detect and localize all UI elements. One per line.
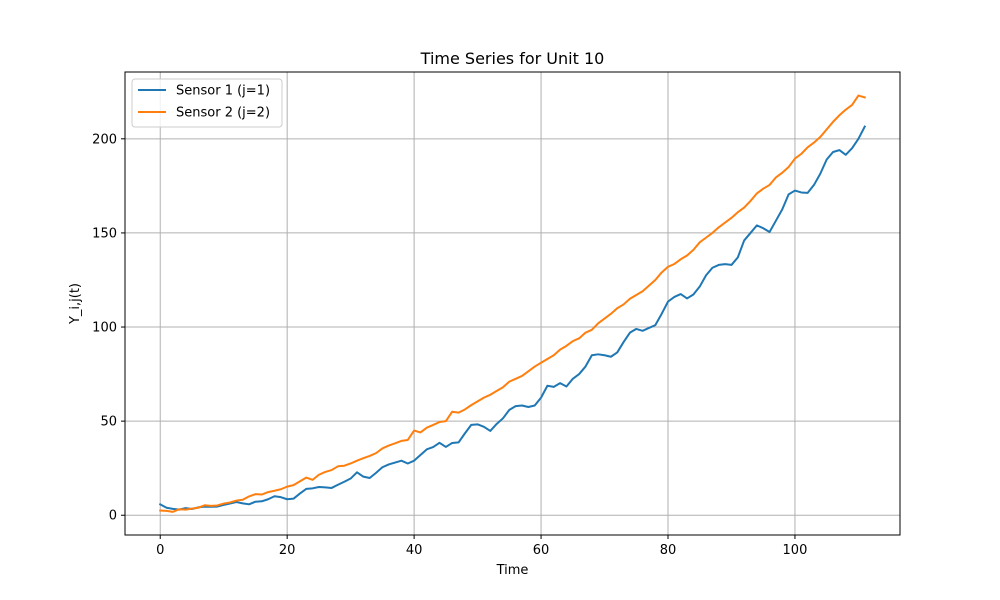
y-tick-label: 0 [109, 509, 117, 524]
series-lines [158, 94, 867, 513]
legend-label-sensor-1: Sensor 1 (j=1) [176, 84, 270, 99]
x-tick-label: 20 [279, 543, 296, 558]
y-axis-label: Y_i,j(t) [68, 283, 83, 325]
x-tick-label: 0 [156, 543, 164, 558]
series-line-sensor-1 [158, 125, 867, 511]
legend: Sensor 1 (j=1) Sensor 2 (j=2) [131, 78, 283, 128]
legend-box [131, 78, 283, 128]
series-line-sensor-2 [159, 94, 867, 513]
axis-ticks: 0 20 40 60 80 100 0 50 100 150 200 [92, 132, 807, 558]
x-tick-label: 100 [783, 543, 808, 558]
legend-label-sensor-2: Sensor 2 (j=2) [176, 106, 270, 121]
plot-frame [124, 71, 901, 536]
y-tick-label: 150 [92, 226, 117, 241]
chart-title: Time Series for Unit 10 [420, 49, 605, 68]
x-tick-label: 60 [533, 543, 550, 558]
x-axis-label: Time [496, 563, 529, 578]
x-tick-label: 80 [660, 543, 677, 558]
y-tick-label: 50 [100, 415, 117, 430]
y-tick-label: 200 [92, 132, 117, 147]
grid [125, 72, 900, 535]
x-tick-label: 40 [406, 543, 423, 558]
y-tick-label: 100 [92, 321, 117, 336]
